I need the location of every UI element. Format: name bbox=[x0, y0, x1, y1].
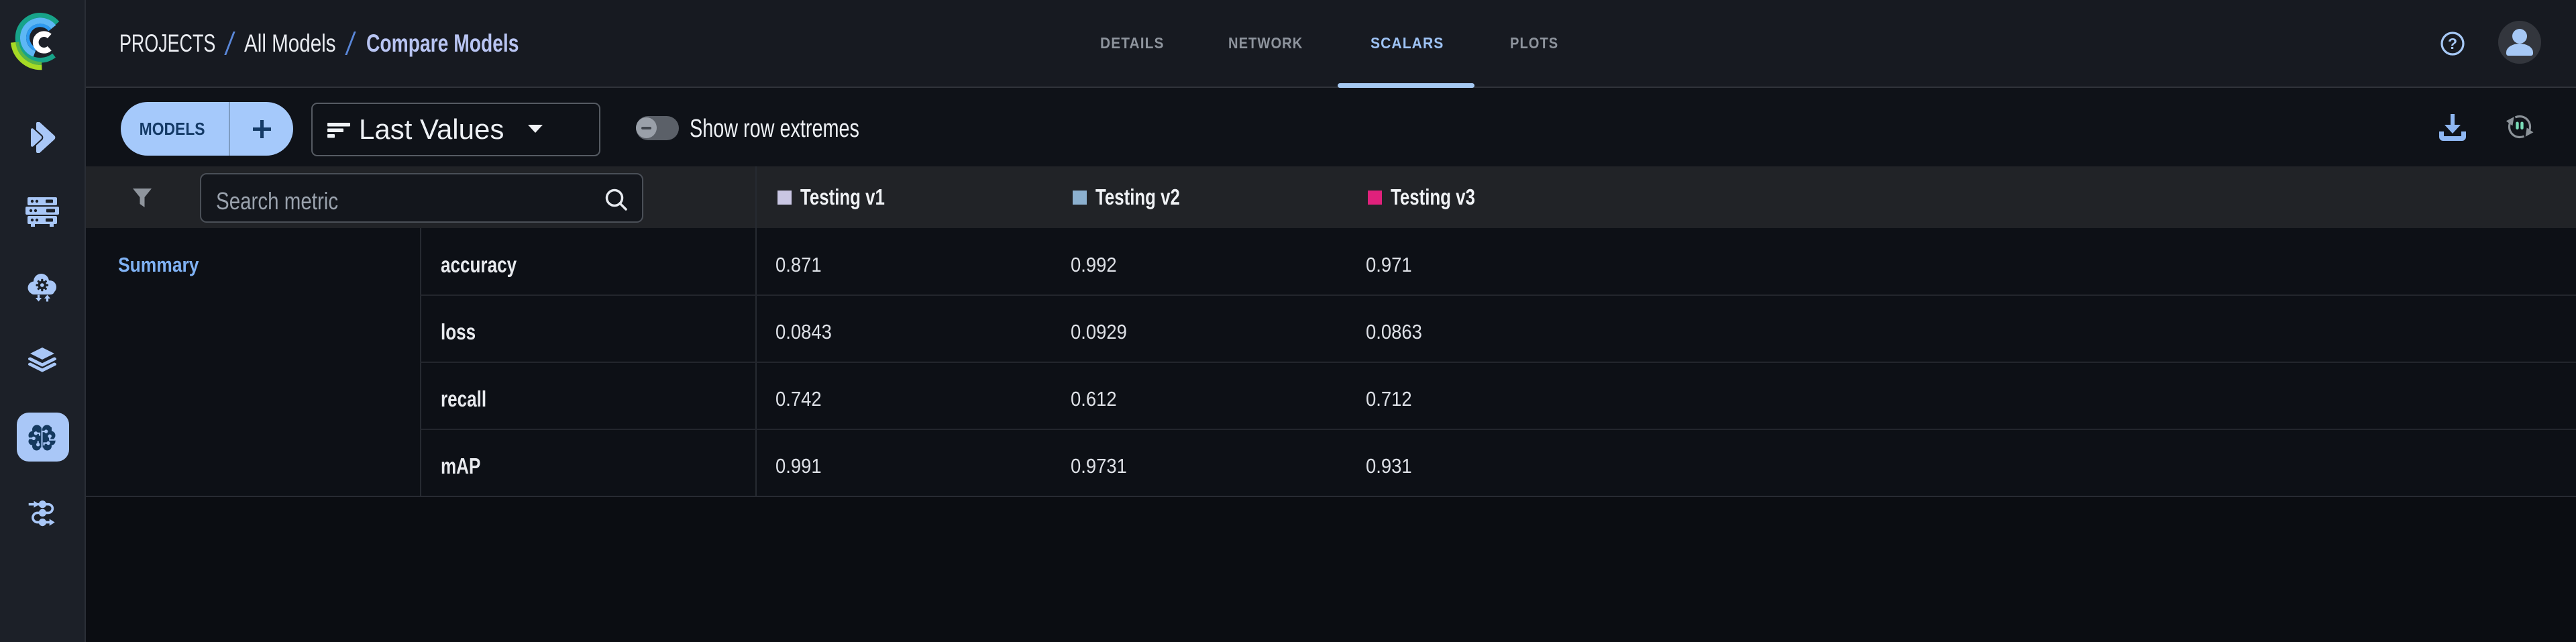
svg-text:?: ? bbox=[2448, 35, 2457, 52]
